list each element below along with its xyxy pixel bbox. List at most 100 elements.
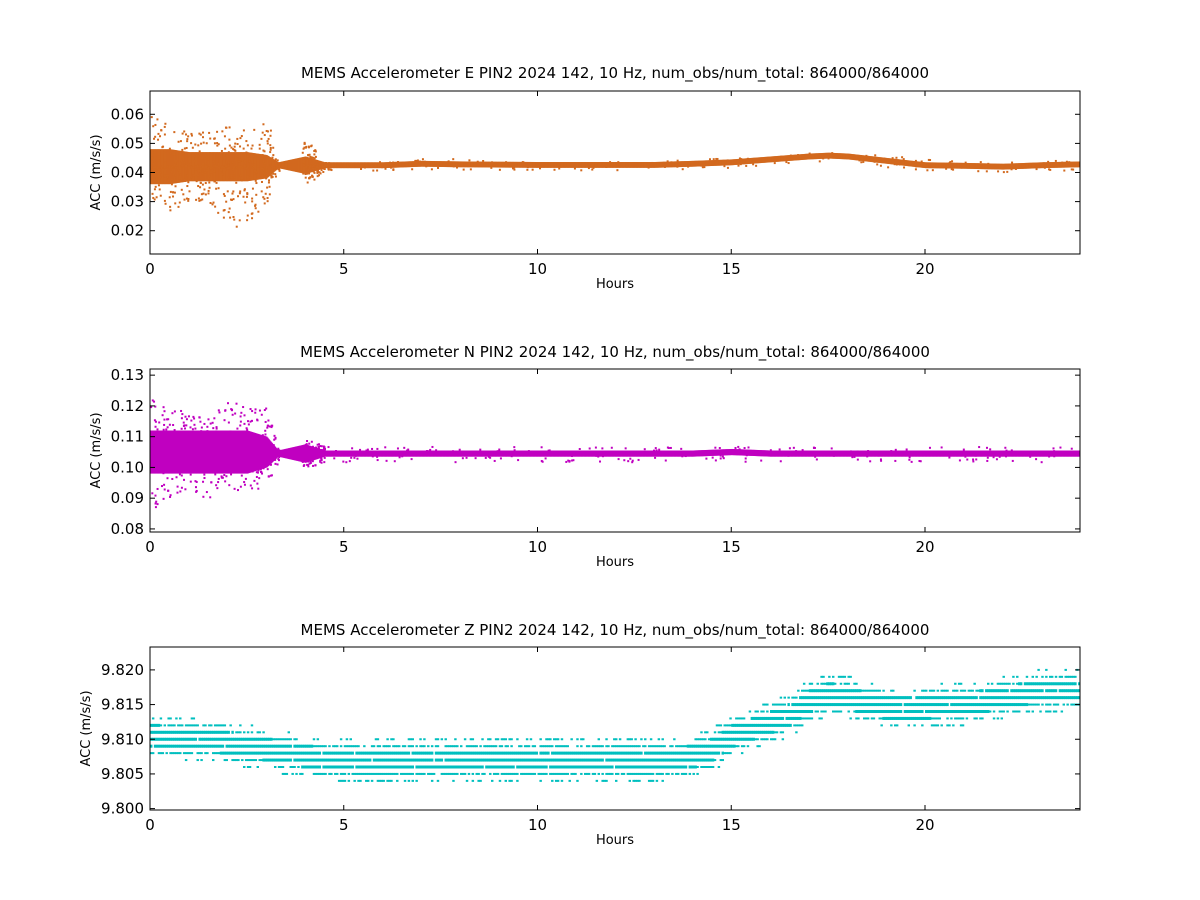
band-segment-e <box>708 160 711 167</box>
data-point-e <box>180 188 183 191</box>
data-point-e <box>263 176 266 179</box>
data-point-n <box>234 412 237 415</box>
data-point-e <box>1023 165 1026 168</box>
band-segment-n <box>874 450 876 457</box>
data-point-e <box>233 179 236 182</box>
stripe-segment-z <box>198 730 201 734</box>
data-point-e <box>712 158 715 161</box>
data-point-e <box>155 196 158 199</box>
stripe-segment-z <box>409 758 413 762</box>
data-point-e <box>193 159 196 162</box>
band-segment-n <box>582 450 584 457</box>
band-segment-e <box>360 162 363 169</box>
data-point-e <box>227 164 230 167</box>
data-point-n <box>320 452 323 455</box>
stripe-segment-z <box>268 758 271 762</box>
data-point-e <box>278 163 281 166</box>
stripe-segment-z <box>303 758 306 762</box>
band-segment-e <box>900 159 902 166</box>
band-segment-n <box>473 450 475 457</box>
stripe-segment-z <box>161 730 165 734</box>
band-segment-n <box>187 430 189 474</box>
data-point-n <box>669 446 672 449</box>
data-point-n <box>189 426 192 429</box>
data-point-n <box>571 459 574 462</box>
stripe-segment-z <box>151 752 155 755</box>
band-segment-n <box>970 450 973 457</box>
data-point-n <box>962 448 965 451</box>
band-segment-n <box>599 450 601 457</box>
data-point-n <box>376 455 379 458</box>
data-point-n <box>184 471 187 474</box>
y-tick-label-n: 0.12 <box>111 397 144 415</box>
y-axis-label-n: ACC (m/s/s) <box>89 412 104 488</box>
band-segment-n <box>163 430 165 474</box>
data-point-n <box>176 485 179 488</box>
data-point-e <box>183 198 186 201</box>
data-point-e <box>174 185 177 188</box>
band-segment-n <box>597 450 599 457</box>
band-segment-e <box>635 162 637 168</box>
data-point-n <box>908 458 911 461</box>
data-point-n <box>258 409 261 412</box>
band-segment-n <box>732 448 734 456</box>
data-point-e <box>430 168 433 171</box>
band-segment-n <box>262 435 264 469</box>
band-segment-e <box>559 162 561 168</box>
band-segment-n <box>733 449 735 456</box>
data-point-e <box>218 156 221 159</box>
band-segment-n <box>192 430 194 474</box>
stripe-segment-z <box>264 758 267 762</box>
band-segment-n <box>702 450 704 457</box>
data-point-n <box>832 454 835 457</box>
band-segment-e <box>688 160 690 167</box>
band-segment-n <box>791 450 794 457</box>
band-segment-n <box>482 450 484 457</box>
data-point-n <box>163 488 166 491</box>
band-segment-e <box>153 149 156 185</box>
stripe-segment-z <box>262 758 265 762</box>
band-segment-n <box>373 450 376 457</box>
data-point-n <box>237 430 240 433</box>
band-segment-n <box>714 449 717 456</box>
data-point-n <box>666 446 669 449</box>
data-point-n <box>174 464 177 467</box>
data-point-e <box>232 148 235 151</box>
band-segment-n <box>497 450 500 457</box>
data-point-n <box>233 444 236 447</box>
data-point-n <box>305 443 308 446</box>
band-segment-n <box>818 450 820 457</box>
data-point-e <box>269 146 272 149</box>
stripe-segment-z <box>403 751 407 755</box>
band-segment-n <box>268 439 270 466</box>
data-point-n <box>311 460 314 463</box>
data-point-n <box>167 418 170 421</box>
data-point-n <box>948 456 951 459</box>
stripe-segment-z <box>436 779 440 782</box>
band-segment-n <box>863 450 866 457</box>
data-point-e <box>213 142 216 145</box>
data-point-n <box>327 446 330 449</box>
data-point-n <box>681 455 684 458</box>
band-segment-n <box>924 450 926 457</box>
band-segment-n <box>446 450 448 457</box>
data-point-e <box>952 168 955 171</box>
data-point-n <box>195 449 198 452</box>
band-segment-e <box>213 152 215 182</box>
band-segment-n <box>466 450 468 457</box>
band-segment-e <box>353 162 356 169</box>
data-point-e <box>174 161 177 164</box>
stripe-segment-z <box>384 758 387 762</box>
data-point-e <box>199 164 202 167</box>
data-point-n <box>264 429 267 432</box>
band-segment-n <box>621 450 624 457</box>
band-segment-n <box>348 450 350 457</box>
band-segment-e <box>284 160 287 170</box>
band-segment-e <box>773 156 776 163</box>
stripe-segment-z <box>411 779 414 782</box>
band-segment-n <box>877 450 880 457</box>
band-segment-n <box>659 450 662 457</box>
stripe-segment-z <box>444 745 447 748</box>
data-point-n <box>305 449 308 452</box>
band-segment-n <box>395 450 398 457</box>
